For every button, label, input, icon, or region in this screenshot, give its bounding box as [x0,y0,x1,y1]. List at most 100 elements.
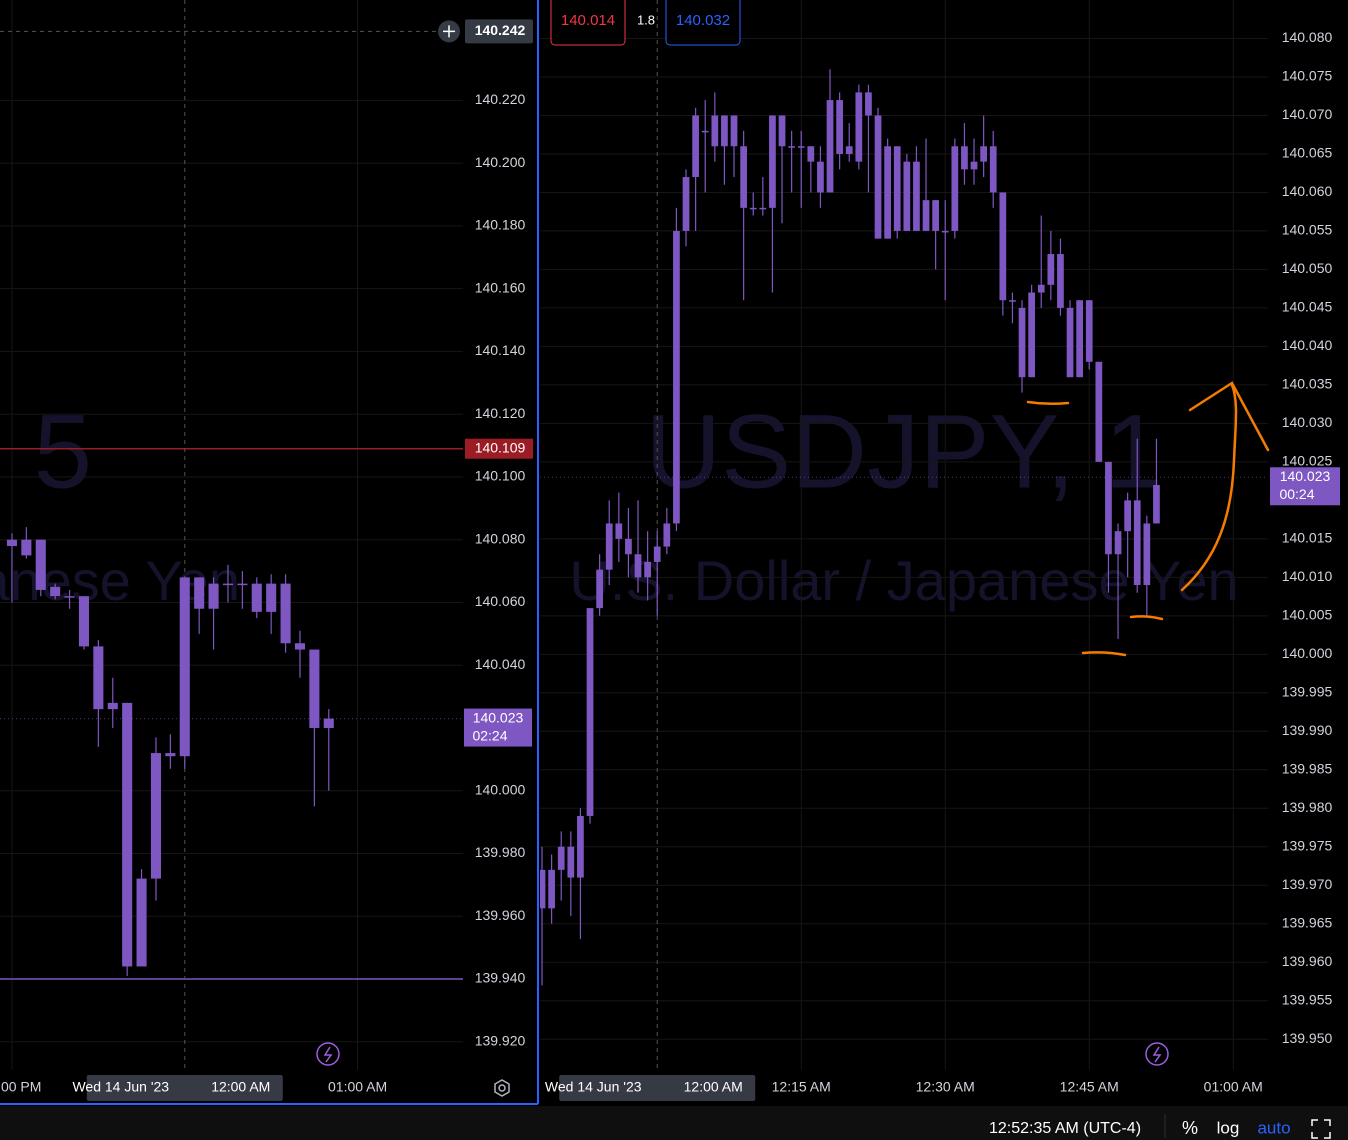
candle-body [294,643,306,650]
clock: 12:52:35 AM (UTC-4) [989,1120,1141,1137]
crosshair-time-bg [86,1075,283,1101]
left-pane: USDJPY, 5U.S. Dollar / Japanese Yen [0,0,463,1070]
candle-body [1143,523,1151,586]
crosshair-time-bg [559,1075,756,1101]
candle-body [980,146,987,162]
candle-body [778,115,786,147]
candle-body [1018,307,1026,378]
status-bar [0,1106,1348,1140]
y-tick-label: 140.000 [475,781,526,797]
candle-body [323,718,334,728]
y-tick-label: 140.100 [475,468,526,484]
candle-body [913,161,920,231]
y-tick-label: 139.970 [1282,876,1333,892]
y-tick-label: 140.000 [1282,645,1333,661]
y-tick-label: 140.030 [1282,414,1333,430]
y-tick-label: 139.920 [475,1032,526,1048]
settings-icon[interactable] [494,1079,510,1097]
y-tick-label: 140.075 [1282,68,1333,84]
ask-price: 140.032 [676,12,730,29]
candle-body [64,596,75,598]
x-tick-label: 12:15 AM [772,1079,831,1095]
spread: 1.8 [637,12,655,27]
candle-body [179,577,190,757]
candle-body [1114,531,1122,555]
auto-toggle[interactable]: auto [1257,1118,1290,1137]
y-tick-label: 139.980 [475,844,526,860]
y-tick-label: 139.950 [1282,1030,1333,1046]
candle-body [845,146,853,154]
candle-body [836,100,843,154]
last-price-bg [464,708,532,747]
candle-body [1066,307,1074,378]
candle-body [826,100,834,193]
candle-body [165,753,176,757]
y-tick-label: 140.120 [475,405,526,421]
candle-body [309,649,320,728]
percent-toggle[interactable]: % [1182,1118,1198,1138]
candle-body [150,753,162,879]
y-tick-label: 139.965 [1282,914,1333,930]
candle-body [35,539,46,590]
y-tick-label: 140.060 [475,593,526,609]
candle-body [865,92,872,116]
candle-body [644,561,651,578]
candle-body [922,200,930,231]
countdown: 02:24 [472,727,507,743]
candle-body [567,846,575,878]
x-tick-label: 12:45 AM [1060,1079,1119,1095]
y-tick-label: 140.025 [1282,453,1333,469]
candle-body [730,115,738,147]
candle-body [769,115,776,208]
candle-body [970,161,978,170]
x-tick-label: 12:30 AM [916,1079,975,1095]
crosshair-price-bg [465,19,533,44]
candle-body [941,230,949,233]
candle-body [797,146,805,148]
candle-body [817,161,824,193]
candle-body [222,583,234,586]
candle-body [1037,284,1045,293]
y-tick-label: 140.040 [475,656,526,672]
candle-body [740,146,747,208]
candle-body [874,115,882,239]
candle-body [653,546,661,562]
y-tick-label: 139.980 [1282,799,1333,815]
candle-body [266,583,277,612]
y-tick-label: 139.975 [1282,837,1333,853]
y-tick-label: 139.985 [1282,760,1333,776]
candle-body [951,146,959,231]
y-tick-label: 139.960 [1282,953,1333,969]
candle-body [682,177,690,231]
y-tick-label: 140.040 [1282,337,1333,353]
candle-body [673,230,680,524]
y-tick-label: 140.080 [475,530,526,546]
candle-body [615,523,623,539]
candle-body [107,702,118,710]
fullscreen-icon[interactable] [1311,1119,1331,1139]
candle-body [208,583,219,609]
buy-button[interactable] [665,0,741,46]
candle-body [280,583,291,644]
candle-body [807,146,815,162]
right-pane: USDJPY, 1U.S. Dollar / Japanese Yen [540,0,1268,1070]
candle-body [122,702,133,967]
candle-body [1133,500,1141,586]
y-tick-label: 139.995 [1282,684,1333,700]
y-tick-label: 140.015 [1282,530,1333,546]
drawings[interactable] [1026,381,1270,657]
lightning-icons[interactable] [316,1042,1169,1066]
candle-body [692,115,699,178]
candle-body [1076,300,1083,378]
y-tick-label: 140.050 [1282,260,1333,276]
y-tick-label: 140.065 [1282,145,1333,161]
y-tick-label: 140.005 [1282,607,1333,623]
candle-body [251,583,262,612]
add-icon[interactable] [443,25,455,38]
x-tick-label: 01:00 AM [328,1079,387,1095]
sell-button[interactable] [550,0,626,46]
log-toggle[interactable]: log [1217,1118,1240,1137]
y-tick-label: 139.940 [475,970,526,986]
